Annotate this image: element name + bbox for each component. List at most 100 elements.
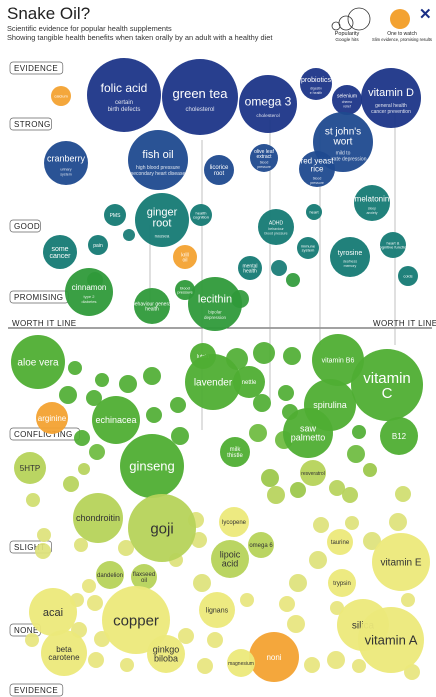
bubble-trypsin[interactable]: trypsin [328,569,356,597]
bubble-circle-b12[interactable] [380,417,418,455]
bubble-circle-blood-pressure[interactable] [175,280,195,300]
bubble-circle-fish-oil[interactable] [128,130,188,190]
bubble-circle-arginine[interactable] [36,402,68,434]
bubble-circle-adhd[interactable] [258,209,294,245]
bubble-circle-goji[interactable] [128,494,196,562]
bubble-circle-acai[interactable] [29,588,77,636]
bubble-circle-melatonin[interactable] [354,185,390,221]
bubble-circle-lycopene[interactable] [219,507,249,537]
bubble-omega-6[interactable]: omega 6 [248,532,274,558]
bubble-dandelion[interactable]: dandelion [96,561,124,589]
bubble-vitamin-e[interactable]: vitamin E [372,533,430,591]
bubble-circle-licorice-root[interactable] [204,155,234,185]
bubble-circle-some-cancer[interactable] [43,235,77,269]
bubble-circle-resveratrol[interactable] [300,460,326,486]
bubble-taurine[interactable]: taurine [327,529,353,555]
bubble-5htp[interactable]: 5HTP [14,452,46,484]
bubble-circle-noni[interactable] [249,632,299,682]
bubble-circle-magnesium[interactable] [227,649,255,677]
bubble-circle-vitamin-e[interactable] [372,533,430,591]
bubble-vitamin-a[interactable]: vitamin A [358,607,424,673]
bubble-circle-heart-cognitive-function[interactable] [380,232,406,258]
close-icon[interactable]: ✕ [419,6,432,23]
bubble-circle-omega-6[interactable] [248,532,274,558]
bubble-circle-pain[interactable] [88,235,108,255]
bubble-circle-krill-oil[interactable] [173,245,197,269]
bubble-circle-tyrosine[interactable] [330,237,370,277]
bubble-heart-cognitive-function[interactable]: heart &cognitive function [378,232,409,258]
bubble-circle-flaxseed-oil[interactable] [131,564,157,590]
bubble-circle-green-tea[interactable] [162,59,238,135]
bubble-circle-folic-acid[interactable] [87,58,161,132]
bubble-circle-selenium[interactable] [332,85,362,115]
bubble-circle-immune-system[interactable] [297,237,319,259]
bubble-circle-omega-3[interactable] [239,75,297,133]
bubble-circle-lavender[interactable] [185,354,241,410]
bubble-circle-vitamin-c[interactable] [351,349,423,421]
bubble-magnesium[interactable]: magnesium [227,649,255,677]
bubble-pain[interactable]: pain [88,235,108,255]
bubble-circle-trypsin[interactable] [328,569,356,597]
bubble-chondroitin[interactable]: chondroitin [73,493,123,543]
bubble-circle-olive-leaf-extract[interactable] [250,144,278,172]
bubble-goji[interactable]: goji [128,494,196,562]
bubble-aloe-vera[interactable]: aloe vera [11,335,65,389]
bubble-colds[interactable]: colds [398,266,418,286]
bubble-acai[interactable]: acai [29,588,77,636]
bubble-circle-echinacea[interactable] [92,396,140,444]
bubble-circle-vitamin-b6[interactable] [312,334,364,386]
bubble-circle-lipoic-acid[interactable] [211,540,249,578]
bubble-circle-health-cognition[interactable] [190,204,212,226]
bubble-noni[interactable]: noni [249,632,299,682]
bubble-circle-taurine[interactable] [327,529,353,555]
bubble-circle-cranberry[interactable] [44,141,88,185]
bubble-ginseng[interactable]: ginseng [120,434,184,498]
bubble-b12[interactable]: B12 [380,417,418,455]
bubble-lycopene[interactable]: lycopene [219,507,249,537]
bubble-circle-saw-palmetto[interactable] [283,408,333,458]
bubble-circle-red-yeast-rice[interactable] [299,151,335,187]
bubble-nettle[interactable]: nettle [233,366,265,398]
bubble-circle-pms[interactable] [104,204,126,226]
bubble-circle-nettle[interactable] [233,366,265,398]
bubble-circle-aloe-vera[interactable] [11,335,65,389]
bubble-circle-colds[interactable] [398,266,418,286]
bubble-circle-beta-carotene[interactable] [41,630,87,676]
bubble-arginine[interactable]: arginine [36,402,68,434]
bubble-circle-chondroitin[interactable] [73,493,123,543]
bubble-circle-heart[interactable] [306,204,322,220]
bubble-heart[interactable]: heart [306,204,322,220]
bubble-lignans[interactable]: lignans [199,592,235,628]
bubble-circle-ginkgo-biloba[interactable] [147,635,185,673]
bubble-pms[interactable]: PMS [104,204,126,226]
bubble-resveratrol[interactable]: resveratrol [300,460,326,486]
bubble-circle-ginger-root[interactable] [135,193,189,247]
bubble-circle-dandelion[interactable] [96,561,124,589]
bubble-circle-calcium[interactable] [51,86,71,106]
bubble-echinacea[interactable]: echinacea [92,396,140,444]
bubble-circle-ginseng[interactable] [120,434,184,498]
